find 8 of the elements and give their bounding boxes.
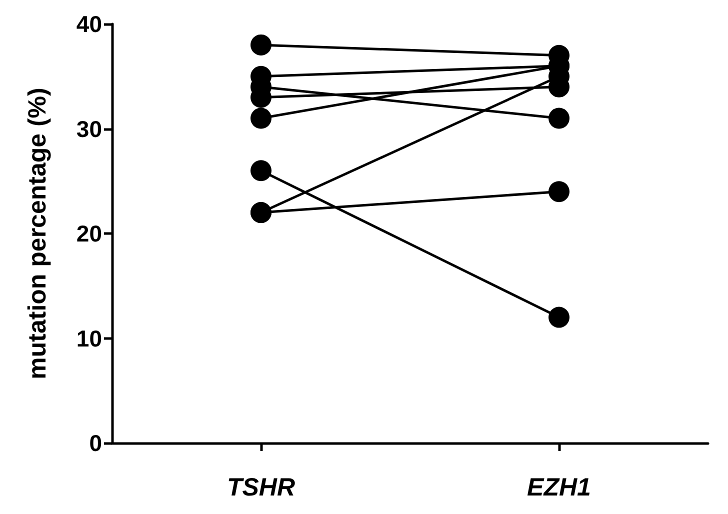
y-axis-title: mutation percentage (%) <box>24 88 52 380</box>
y-tick-label: 40 <box>76 11 102 37</box>
y-tick-label: 20 <box>76 220 102 246</box>
y-tick-label: 30 <box>76 116 102 142</box>
x-tick-label: TSHR <box>226 474 296 502</box>
y-tick-label: 10 <box>76 325 102 352</box>
y-tick-label: 0 <box>89 430 102 456</box>
x-tick-label: EZH1 <box>527 474 591 502</box>
